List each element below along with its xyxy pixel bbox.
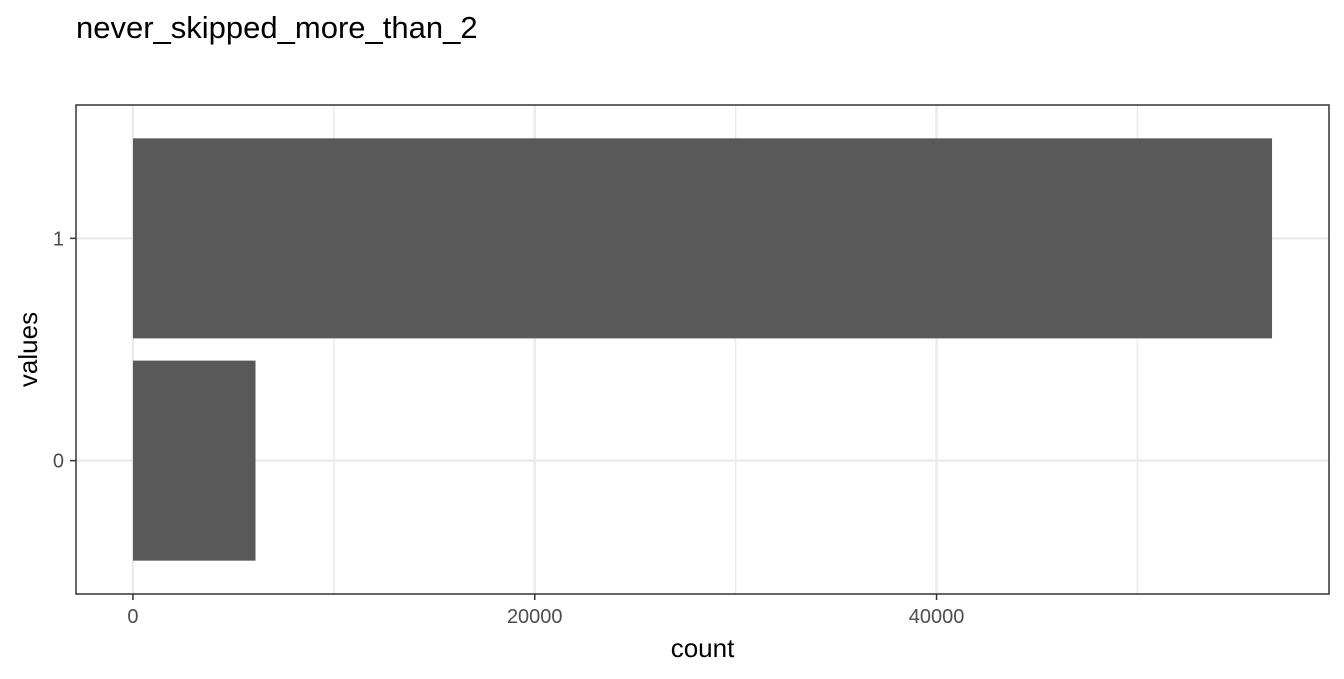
bar-0 (132, 360, 256, 561)
x-tick-label: 20000 (507, 606, 563, 628)
chart-title: never_skipped_more_than_2 (76, 10, 478, 45)
x-axis-title: count (671, 633, 735, 663)
axis-layer: 0 20000 40000 0 1 (53, 228, 964, 628)
y-tick-label: 1 (53, 228, 64, 250)
panel-border (75, 104, 1330, 595)
y-tick-label: 0 (53, 451, 64, 473)
bar-1 (132, 138, 1273, 339)
y-axis-title: values (13, 312, 43, 387)
x-tick-label: 40000 (909, 606, 965, 628)
x-tick-label: 0 (127, 606, 138, 628)
bars-layer (132, 138, 1273, 561)
